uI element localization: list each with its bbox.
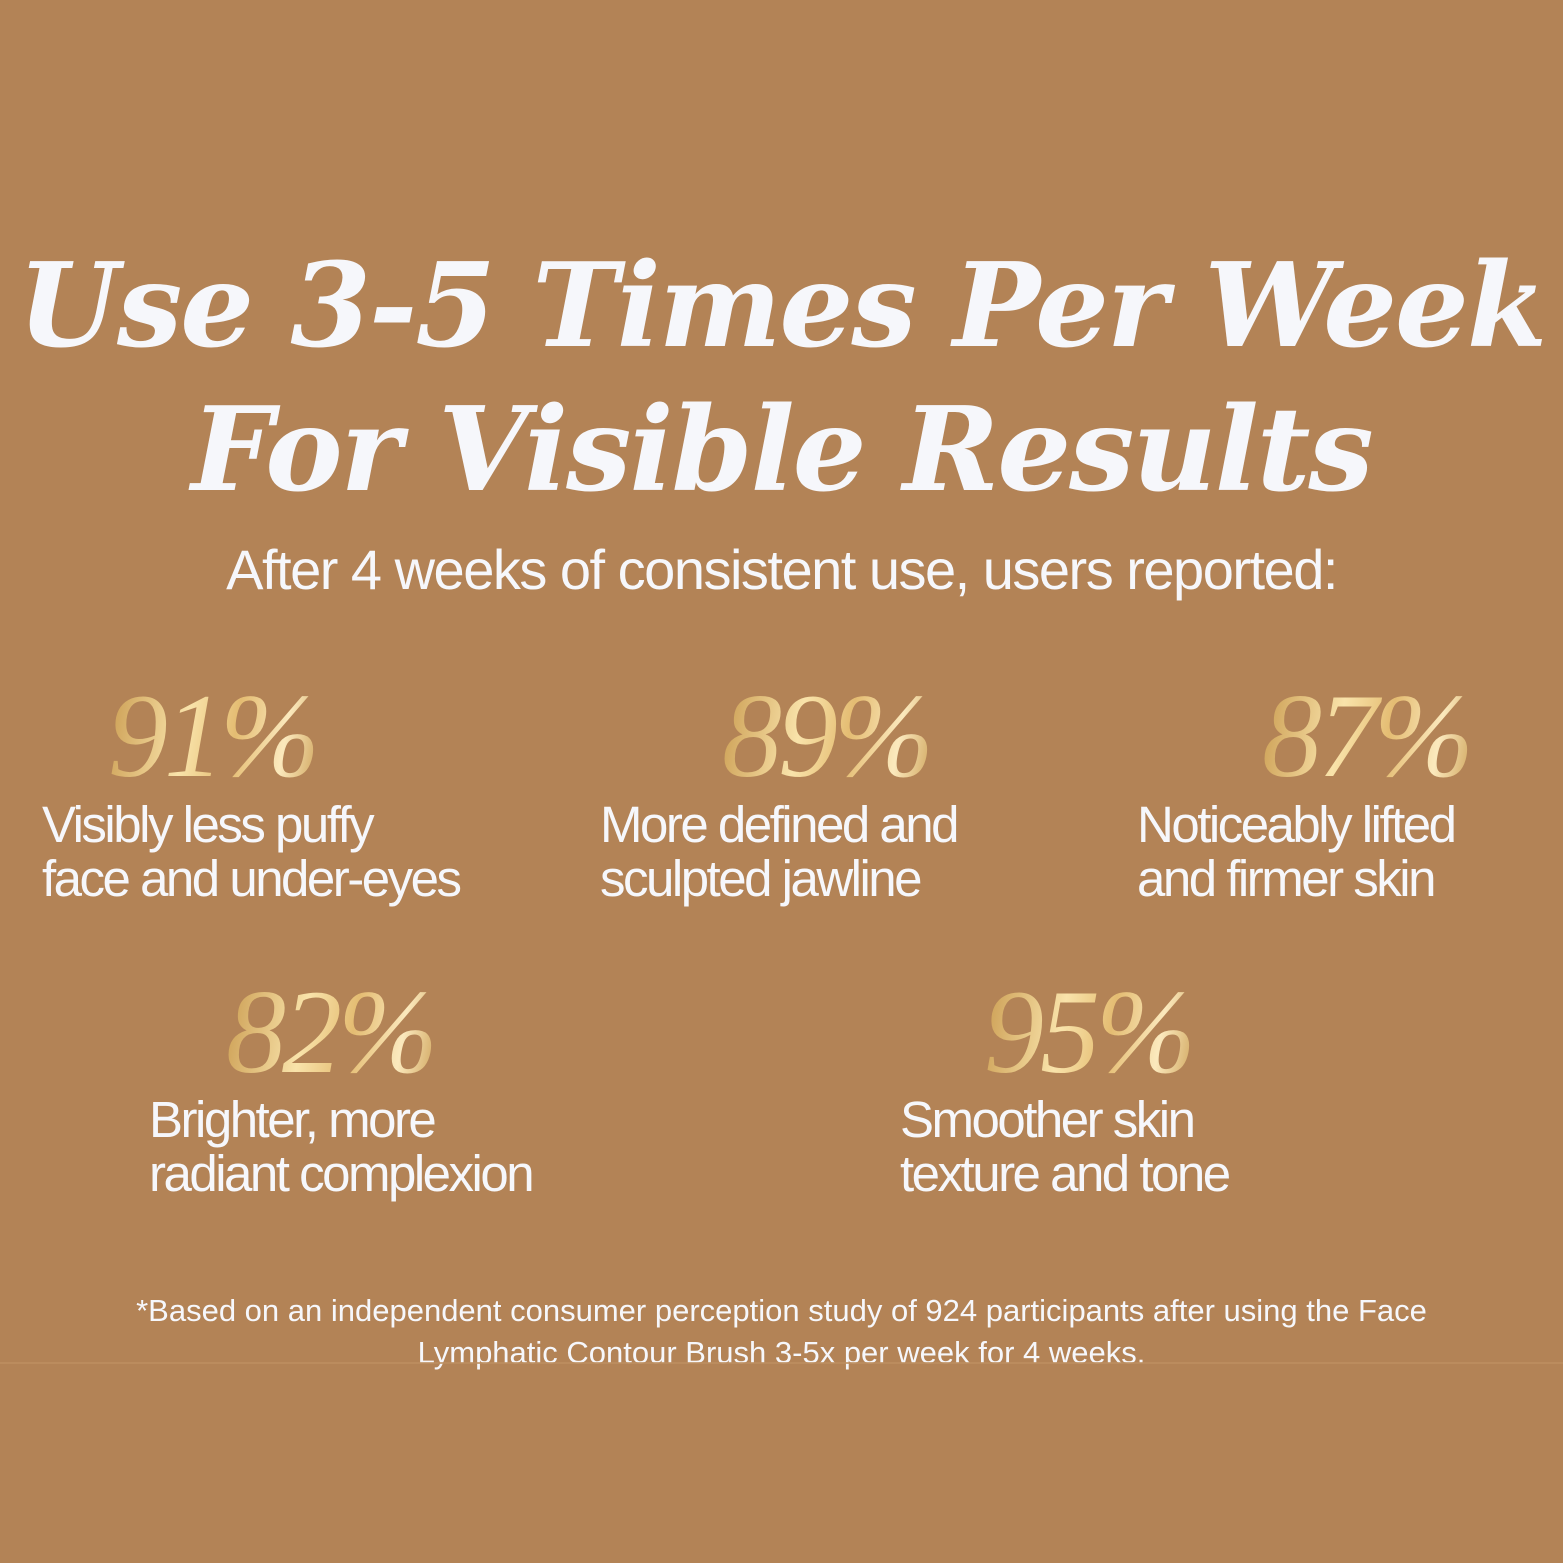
stat-percent: 89% (722, 669, 934, 802)
stat-description: Smoother skin texture and tone (900, 1091, 1231, 1202)
divider (0, 1362, 1563, 1364)
stat-percent: 95% (984, 965, 1196, 1098)
stat-description-line: sculpted jawline (600, 850, 923, 907)
stat-description: Noticeably lifted and firmer skin (1137, 796, 1457, 907)
stat-description-line: radiant complexion (149, 1145, 535, 1202)
stat-description-line: and firmer skin (1137, 850, 1436, 907)
stat-description-line: Noticeably lifted (1137, 796, 1457, 853)
stat-percent: 87% (1262, 669, 1474, 802)
stat-percent: 82% (226, 965, 438, 1098)
stat-percent: 91% (108, 669, 320, 802)
stat-description: Brighter, more radiant complexion (149, 1091, 535, 1202)
subheadline: After 4 weeks of consistent use, users r… (226, 538, 1338, 601)
stat-description-line: Visibly less puffy (42, 796, 375, 853)
stat-description: More defined and sculpted jawline (600, 796, 959, 907)
stat-description-line: Smoother skin (900, 1091, 1196, 1148)
stat-description-line: texture and tone (900, 1145, 1231, 1202)
stat-description-line: face and under-eyes (42, 850, 462, 907)
stat-description-line: More defined and (600, 796, 959, 853)
study-footnote: *Based on an independent consumer percep… (0, 1290, 1563, 1374)
stat-description: Visibly less puffy face and under-eyes (42, 796, 462, 907)
headline-line-2: For Visible Results (191, 382, 1373, 518)
headline-line-1: Use 3-5 Times Per Week (17, 238, 1547, 374)
footnote-line: Lymphatic Contour Brush 3-5x per week fo… (417, 1335, 1146, 1370)
stat-description-line: Brighter, more (149, 1091, 437, 1148)
footnote-line: *Based on an independent consumer percep… (136, 1293, 1427, 1328)
